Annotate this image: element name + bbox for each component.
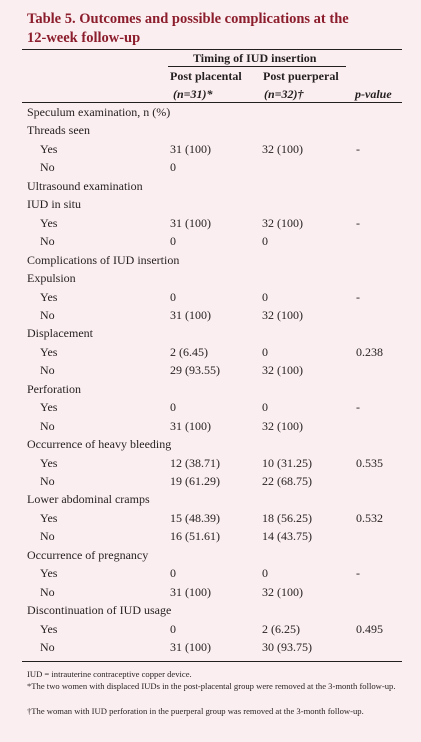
row-label: No bbox=[40, 474, 55, 488]
cell: 31 (100) bbox=[170, 640, 211, 655]
cell: 29 (93.55) bbox=[170, 363, 220, 378]
row-label: Yes bbox=[40, 215, 58, 230]
row-label: Yes bbox=[40, 566, 58, 581]
row-label: No bbox=[40, 418, 55, 433]
cell: 0 bbox=[170, 160, 176, 175]
cell: 32 (100) bbox=[262, 215, 303, 230]
cell: 0.535 bbox=[356, 455, 383, 470]
row-label: Yes bbox=[40, 400, 58, 415]
row-label: No bbox=[40, 640, 55, 655]
row-label: Yes bbox=[40, 455, 58, 470]
cell: 0 bbox=[262, 289, 268, 304]
cell: 32 (100) bbox=[262, 141, 303, 156]
column-header: Post placental bbox=[170, 69, 242, 83]
row-label: Yes bbox=[40, 621, 58, 636]
section-label: Displacement bbox=[27, 326, 93, 341]
cell: 0 bbox=[170, 566, 176, 581]
row-label: No bbox=[40, 363, 55, 378]
section-label: Expulsion bbox=[27, 271, 76, 286]
row-label: Yes bbox=[40, 344, 58, 359]
rule bbox=[22, 661, 402, 662]
footnote: *The two women with displaced IUDs in th… bbox=[27, 681, 396, 691]
cell: 12 (38.71) bbox=[170, 455, 220, 470]
cell: 0 bbox=[170, 234, 176, 249]
column-count: (n=31)* bbox=[173, 87, 213, 101]
section-label: Discontinuation of IUD usage bbox=[27, 603, 172, 618]
cell: - bbox=[356, 141, 360, 156]
section-label: Occurrence of pregnancy bbox=[27, 547, 149, 562]
cell: 31 (100) bbox=[170, 584, 211, 599]
rule bbox=[22, 49, 402, 50]
row-label: No bbox=[40, 234, 55, 249]
cell: 18 (56.25) bbox=[262, 510, 312, 525]
cell: 0 bbox=[262, 566, 268, 581]
section-label: IUD in situ bbox=[27, 197, 81, 212]
cell: 31 (100) bbox=[170, 307, 211, 322]
cell: - bbox=[356, 400, 360, 415]
footnote: †The woman with IUD perforation in the p… bbox=[27, 706, 364, 716]
cell: - bbox=[356, 566, 360, 581]
row-label: Yes bbox=[40, 141, 58, 156]
cell: 31 (100) bbox=[170, 418, 211, 433]
cell: 22 (68.75) bbox=[262, 474, 312, 488]
column-header: Post puerperal bbox=[263, 69, 339, 83]
cell: - bbox=[356, 289, 360, 304]
cell: 0 bbox=[262, 400, 268, 415]
cell: 10 (31.25) bbox=[262, 455, 312, 470]
cell: 0 bbox=[262, 234, 268, 249]
column-header: p-value bbox=[355, 87, 392, 101]
cell: 32 (100) bbox=[262, 418, 303, 433]
section-label: Occurrence of heavy bleeding bbox=[27, 437, 172, 452]
cell: 0 bbox=[170, 400, 176, 415]
section-label: Lower abdominal cramps bbox=[27, 492, 150, 507]
cell: 31 (100) bbox=[170, 215, 211, 230]
row-label: No bbox=[40, 307, 55, 322]
section-label: Threads seen bbox=[27, 123, 90, 138]
rule bbox=[22, 102, 402, 103]
cell: - bbox=[356, 215, 360, 230]
table-title: Table 5. Outcomes and possible complicat… bbox=[27, 11, 349, 46]
rule bbox=[168, 66, 346, 67]
cell: 0.238 bbox=[356, 344, 383, 359]
cell: 2 (6.45) bbox=[170, 344, 208, 359]
section-label: Complications of IUD insertion bbox=[27, 252, 180, 267]
row-label: No bbox=[40, 584, 55, 599]
cell: 0 bbox=[262, 344, 268, 359]
row-label: Yes bbox=[40, 289, 58, 304]
footnote: IUD = intrauterine contraceptive copper … bbox=[27, 669, 192, 679]
row-label: No bbox=[40, 160, 55, 175]
cell: 32 (100) bbox=[262, 307, 303, 322]
cell: 2 (6.25) bbox=[262, 621, 300, 636]
column-count: (n=32)† bbox=[264, 87, 304, 101]
cell: 32 (100) bbox=[262, 363, 303, 378]
cell: 16 (51.61) bbox=[170, 529, 220, 544]
group-header: Timing of IUD insertion bbox=[193, 51, 317, 65]
cell: 31 (100) bbox=[170, 141, 211, 156]
cell: 19 (61.29) bbox=[170, 474, 220, 488]
cell: 0 bbox=[170, 621, 176, 636]
row-label: No bbox=[40, 529, 55, 544]
cell: 15 (48.39) bbox=[170, 510, 220, 525]
cell: 32 (100) bbox=[262, 584, 303, 599]
row-label: Yes bbox=[40, 510, 58, 525]
section-label: Speculum examination, n (%) bbox=[27, 105, 171, 119]
cell: 14 (43.75) bbox=[262, 529, 312, 544]
cell: 30 (93.75) bbox=[262, 640, 312, 655]
section-label: Perforation bbox=[27, 381, 81, 396]
section-label: Ultrasound examination bbox=[27, 178, 143, 193]
cell: 0.495 bbox=[356, 621, 383, 636]
cell: 0 bbox=[170, 289, 176, 304]
cell: 0.532 bbox=[356, 510, 383, 525]
